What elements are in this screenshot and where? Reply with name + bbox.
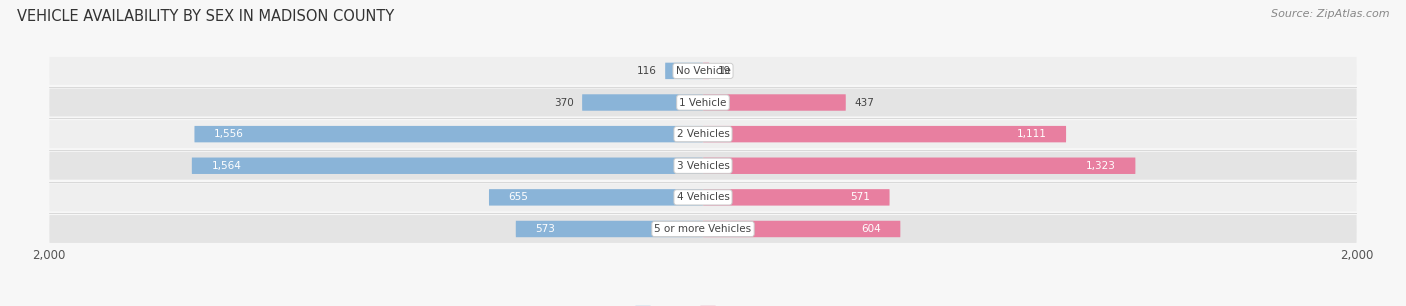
Text: 655: 655 — [509, 192, 529, 202]
Text: 4 Vehicles: 4 Vehicles — [676, 192, 730, 202]
FancyBboxPatch shape — [49, 120, 1357, 148]
Text: 573: 573 — [536, 224, 555, 234]
FancyBboxPatch shape — [191, 158, 703, 174]
FancyBboxPatch shape — [703, 126, 1066, 142]
FancyBboxPatch shape — [49, 57, 1357, 85]
Text: Source: ZipAtlas.com: Source: ZipAtlas.com — [1271, 9, 1389, 19]
Text: VEHICLE AVAILABILITY BY SEX IN MADISON COUNTY: VEHICLE AVAILABILITY BY SEX IN MADISON C… — [17, 9, 394, 24]
Text: 3 Vehicles: 3 Vehicles — [676, 161, 730, 171]
FancyBboxPatch shape — [49, 89, 1357, 116]
FancyBboxPatch shape — [194, 126, 703, 142]
FancyBboxPatch shape — [489, 189, 703, 206]
FancyBboxPatch shape — [703, 189, 890, 206]
Text: 1,111: 1,111 — [1017, 129, 1046, 139]
Text: 2 Vehicles: 2 Vehicles — [676, 129, 730, 139]
FancyBboxPatch shape — [49, 215, 1357, 243]
Text: 571: 571 — [851, 192, 870, 202]
Text: No Vehicle: No Vehicle — [675, 66, 731, 76]
Legend: Male, Female: Male, Female — [630, 301, 776, 306]
Text: 19: 19 — [717, 66, 731, 76]
FancyBboxPatch shape — [516, 221, 703, 237]
Text: 437: 437 — [853, 98, 875, 107]
Text: 1,323: 1,323 — [1085, 161, 1116, 171]
FancyBboxPatch shape — [703, 63, 709, 79]
FancyBboxPatch shape — [49, 152, 1357, 180]
FancyBboxPatch shape — [582, 94, 703, 111]
FancyBboxPatch shape — [49, 184, 1357, 211]
Text: 604: 604 — [860, 224, 880, 234]
Text: 1,564: 1,564 — [211, 161, 242, 171]
FancyBboxPatch shape — [703, 158, 1136, 174]
Text: 1 Vehicle: 1 Vehicle — [679, 98, 727, 107]
FancyBboxPatch shape — [665, 63, 703, 79]
Text: 1,556: 1,556 — [214, 129, 243, 139]
FancyBboxPatch shape — [703, 94, 846, 111]
FancyBboxPatch shape — [703, 221, 900, 237]
Text: 370: 370 — [554, 98, 574, 107]
Text: 116: 116 — [637, 66, 657, 76]
Text: 5 or more Vehicles: 5 or more Vehicles — [654, 224, 752, 234]
